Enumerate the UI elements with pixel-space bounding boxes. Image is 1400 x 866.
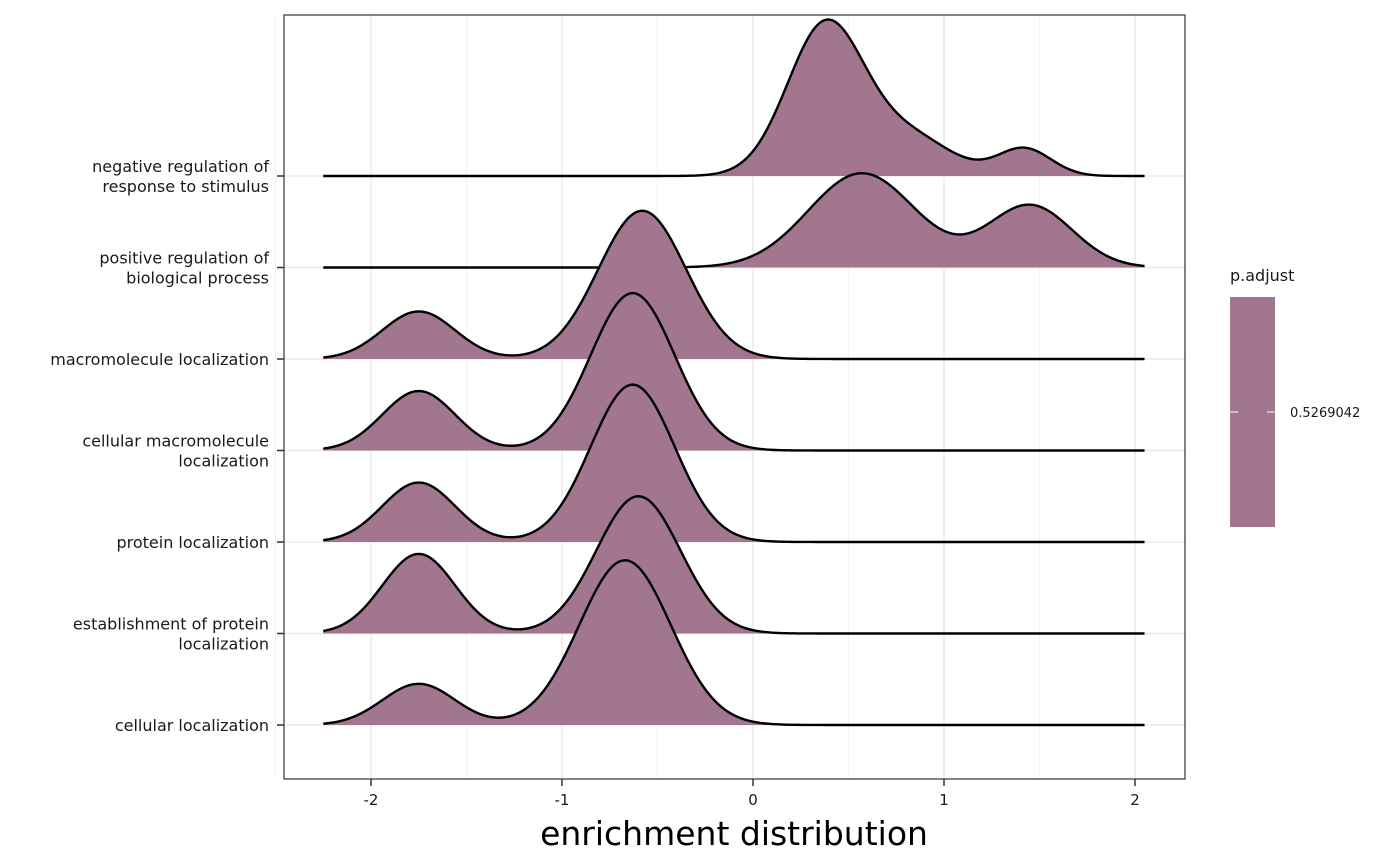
y-category-label-line: localization bbox=[178, 452, 269, 471]
y-category-label: macromolecule localization bbox=[50, 350, 269, 369]
ridge-line-establishment-of-protein-localization bbox=[323, 495, 1145, 635]
ridge-line-cellular-localization bbox=[323, 559, 1145, 727]
ridge-layer bbox=[323, 18, 1145, 727]
ridge-line-cellular-macromolecule-localization bbox=[323, 291, 1145, 452]
ridge-fill-protein-localization bbox=[323, 384, 1145, 542]
y-category-label-line: positive regulation of bbox=[99, 249, 269, 268]
y-category-label-line: localization bbox=[178, 635, 269, 654]
ridge-fill-macromolecule-localization bbox=[323, 210, 1145, 359]
y-category-label: cellular macromolecule localization bbox=[82, 432, 269, 471]
x-axis-title: enrichment distribution bbox=[540, 814, 928, 853]
x-tick-label: 1 bbox=[939, 791, 949, 809]
y-category-label-line: biological process bbox=[126, 269, 269, 288]
y-category-label-line: cellular localization bbox=[115, 716, 269, 735]
panel-border bbox=[283, 14, 1186, 780]
x-tick-label: -2 bbox=[364, 791, 379, 809]
y-category-label: positive regulation of biological process bbox=[99, 249, 269, 288]
x-tick-label: -1 bbox=[555, 791, 570, 809]
ridge-line-protein-localization bbox=[323, 383, 1145, 544]
x-axis: -2 -1 0 1 2 bbox=[364, 779, 1140, 809]
y-category-label-line: negative regulation of bbox=[92, 157, 269, 176]
y-category-label-line: response to stimulus bbox=[102, 177, 269, 196]
y-category-label-line: protein localization bbox=[116, 533, 269, 552]
y-category-label: establishment of protein localization bbox=[73, 615, 269, 654]
ridge-fill-cellular-macromolecule-localization bbox=[323, 293, 1145, 451]
y-category-label-line: establishment of protein bbox=[73, 615, 269, 634]
y-axis: cellular localization establishment of pr… bbox=[50, 157, 284, 735]
ridge-fill-positive-regulation-of-biological-process bbox=[323, 173, 1145, 268]
x-tick-label: 2 bbox=[1130, 791, 1140, 809]
y-category-label-line: macromolecule localization bbox=[50, 350, 269, 369]
y-category-label: protein localization bbox=[116, 533, 269, 552]
ridge-line-negative-regulation-of-response-to-stimulus bbox=[323, 18, 1145, 178]
ridge-line-positive-regulation-of-biological-process bbox=[323, 172, 1145, 269]
y-category-label: negative regulation of response to stimul… bbox=[92, 157, 269, 196]
legend-title: p.adjust bbox=[1230, 266, 1294, 285]
ridge-fill-establishment-of-protein-localization bbox=[323, 496, 1145, 634]
y-category-label: cellular localization bbox=[115, 716, 269, 735]
x-tick-label: 0 bbox=[748, 791, 758, 809]
legend: p.adjust 0.5269042 bbox=[1230, 266, 1360, 527]
legend-value-label: 0.5269042 bbox=[1290, 406, 1360, 421]
y-category-label-line: cellular macromolecule bbox=[82, 432, 269, 451]
ridge-fill-cellular-localization bbox=[323, 560, 1145, 725]
ridge-line-macromolecule-localization bbox=[323, 209, 1145, 361]
